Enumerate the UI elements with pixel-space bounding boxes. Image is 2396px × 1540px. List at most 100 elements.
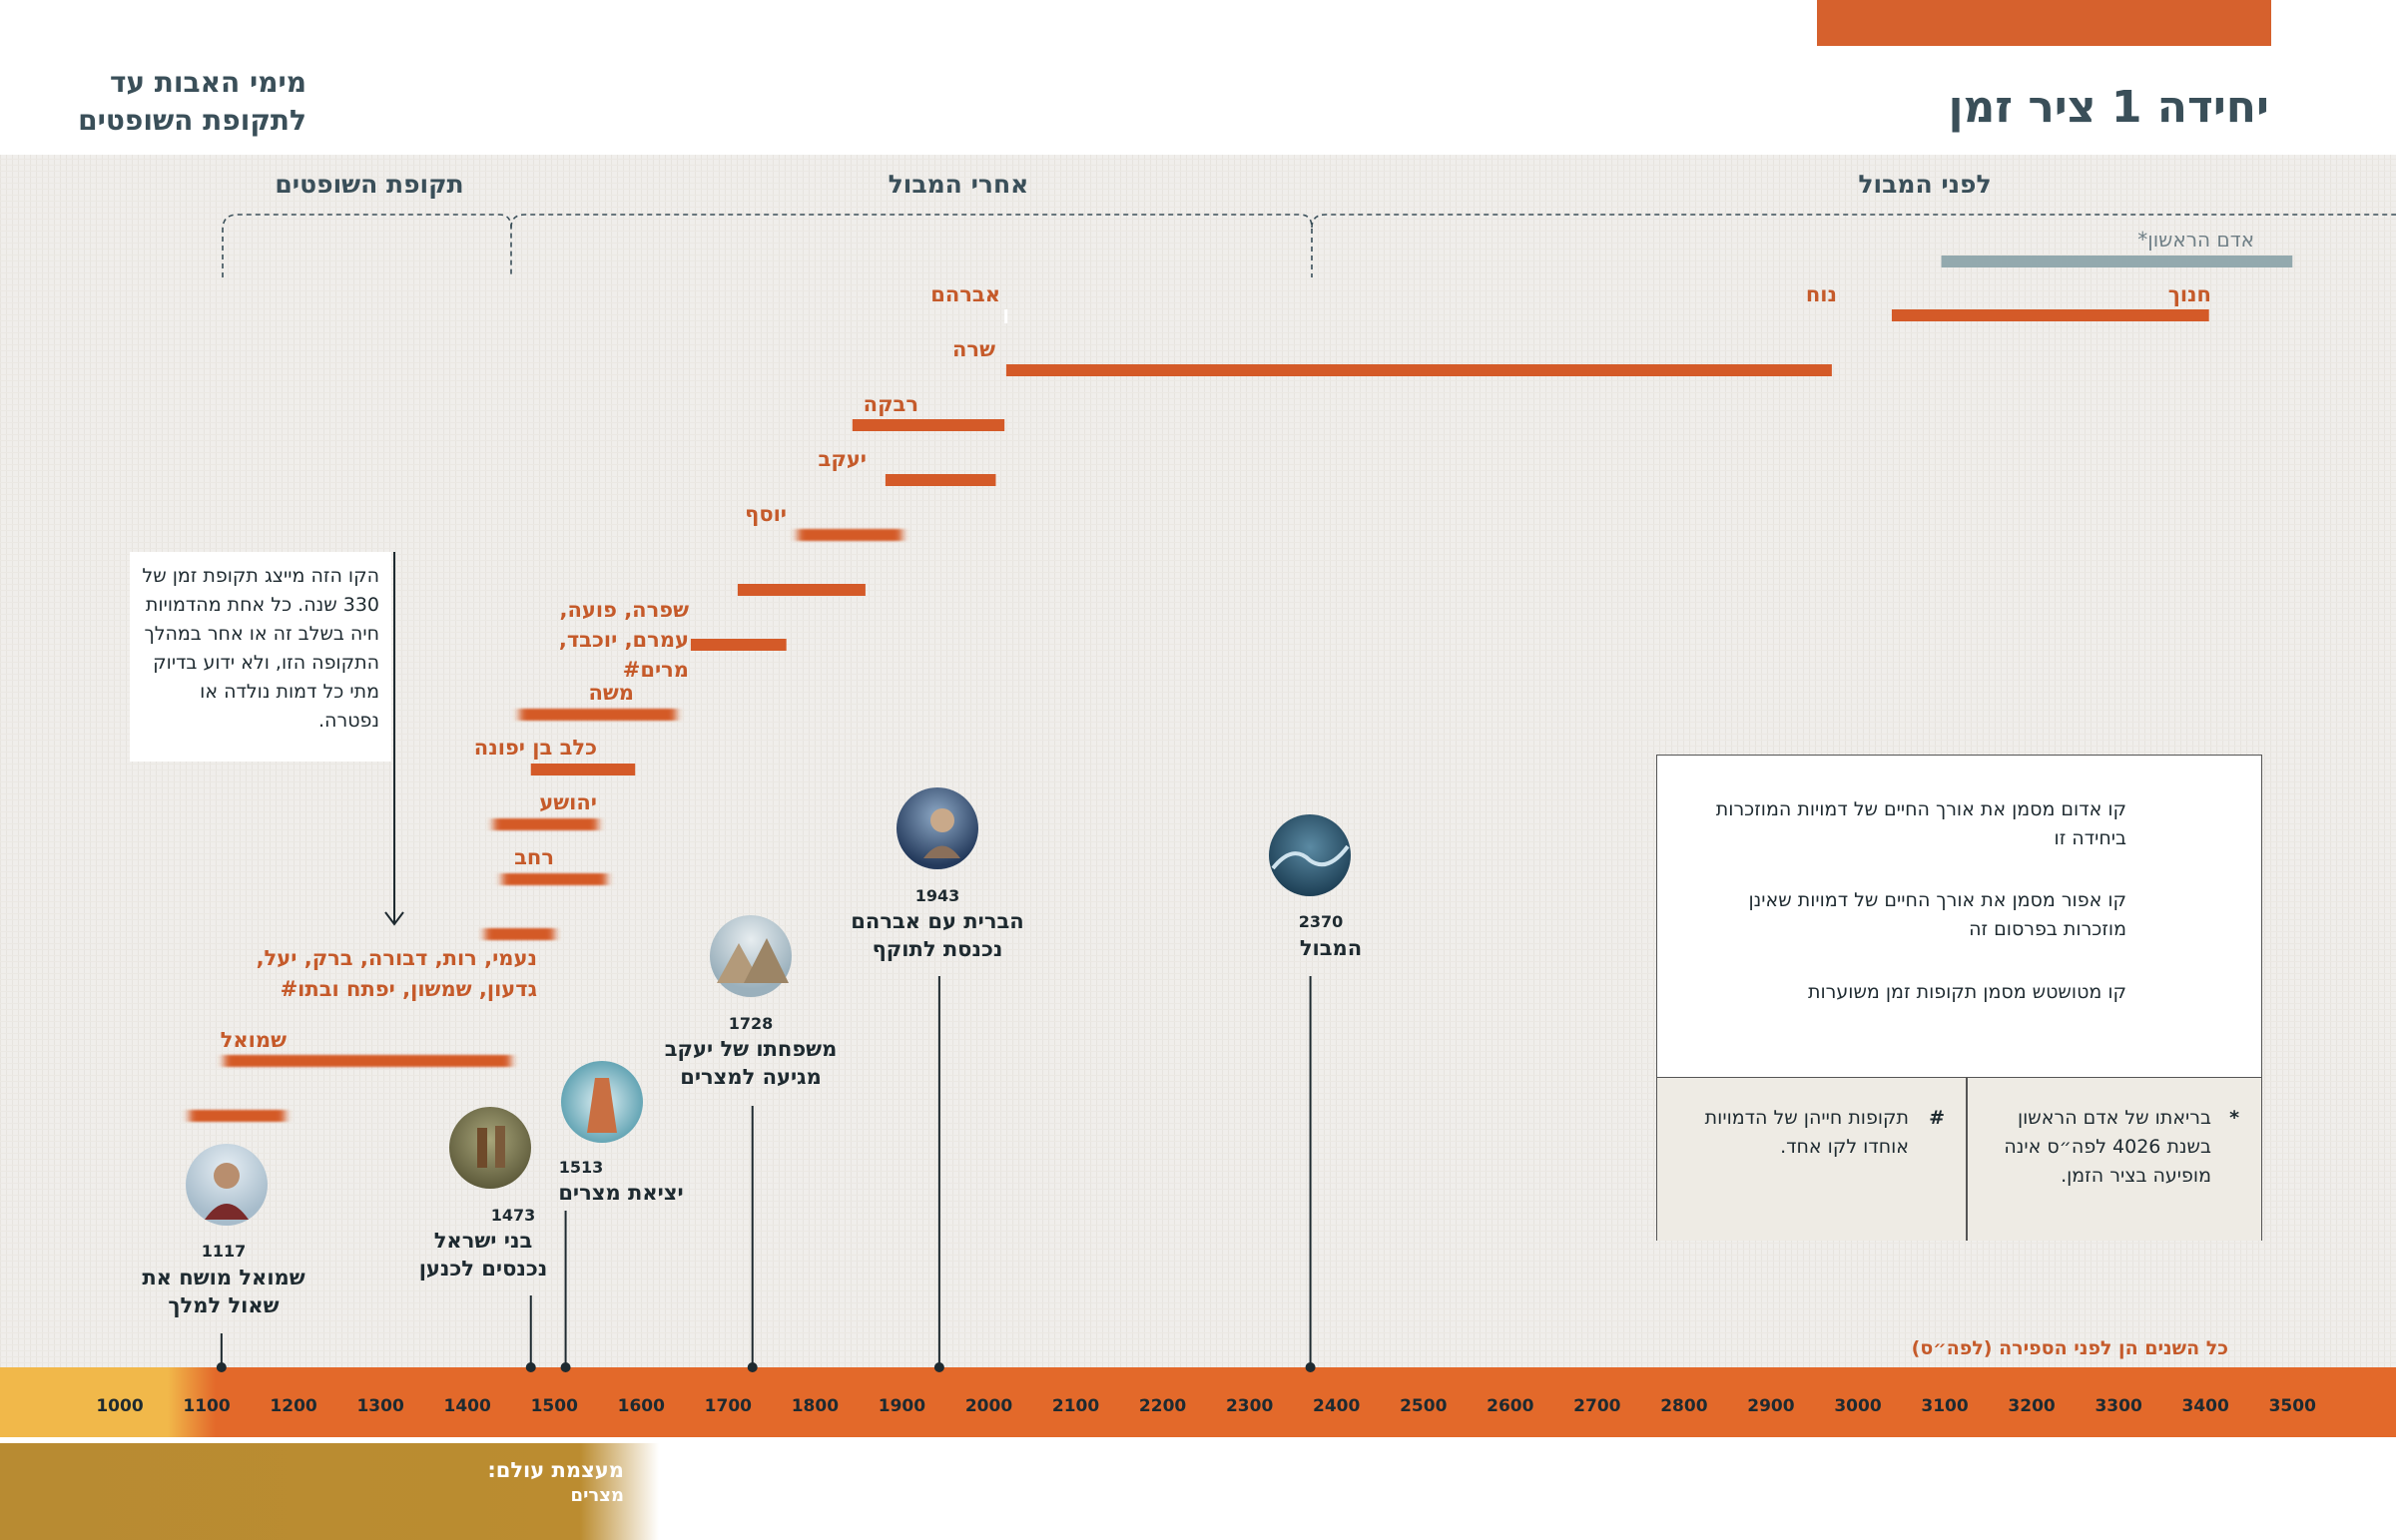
event-photos: [186, 787, 1351, 1226]
lifespan-bar: [690, 639, 787, 651]
era-bracket-before-flood: [1311, 214, 2396, 229]
event-label-flood: המבול: [1299, 936, 1363, 960]
era-brackets: [222, 214, 2396, 277]
person-label-enoch: חנוך: [2167, 282, 2211, 306]
legend-box: קו אדום מסמן את אורך החיים של דמויות המו…: [1656, 755, 2262, 1241]
axis-tick-label: 3000: [1834, 1396, 1882, 1416]
event-axis-dot: [747, 1362, 758, 1372]
event-year-egypt: 1728: [728, 1014, 774, 1033]
world-power-value: מצרים: [570, 1485, 624, 1506]
era-bracket-judges: [222, 214, 512, 277]
canaan-image: [449, 1107, 531, 1189]
lifespan-bar: [224, 1055, 511, 1067]
lifespan-bar: [1005, 364, 1832, 376]
legend-item-gray: קו אפור מסמן את אורך החיים של דמויות שאי…: [1748, 889, 2126, 940]
footnote-divider: [1966, 1078, 1968, 1241]
lifespan-bar: [852, 419, 1005, 431]
lifespan-bar: [885, 474, 996, 486]
era-label-before-flood: לפני המבול: [1858, 170, 1992, 199]
person-label-shiphrah-group: שפרה, פועה, עמרם, יוכבד, מרים#: [558, 598, 689, 682]
event-label-canaan: בני ישראל נכנסים לכנען: [418, 1229, 548, 1281]
legend-item-blur: קו מטושטש מסמן תקופות זמן משוערות: [1808, 981, 2126, 1003]
lifespan-bar: [530, 764, 636, 775]
person-label-adam: אדם הראשון*: [2137, 228, 2254, 252]
axis-tick-label: 2300: [1225, 1396, 1274, 1416]
person-label-joshua: יהושע: [539, 790, 597, 814]
page-subtitle: מימי האבות עד לתקופת השופטים: [78, 66, 306, 137]
red-sea-image: [561, 1061, 643, 1143]
top-accent-bar: [1817, 0, 2271, 46]
person-label-noah: נוח: [1805, 282, 1837, 306]
person-label-caleb: כלב בן יפונה: [473, 736, 597, 760]
era-label-judges: תקופת השופטים: [275, 170, 464, 199]
period-note: הקו הזה מייצג תקופת זמן של 330 שנה. כל א…: [130, 552, 391, 762]
world-power-label: מעצמת עולם:: [487, 1458, 624, 1482]
axis-tick-label: 2800: [1660, 1396, 1708, 1416]
event-label-egypt: משפחתו של יעקב מגיעה למצרים: [664, 1037, 838, 1089]
axis-tick-label: 2200: [1138, 1396, 1187, 1416]
person-label-sarah: שרה: [952, 337, 995, 361]
event-year-covenant: 1943: [914, 886, 960, 905]
footnote-star-symbol: *: [2229, 1107, 2239, 1129]
lifespan-bar: [519, 709, 677, 721]
event-year-flood: 2370: [1298, 912, 1344, 931]
egypt-image: [710, 915, 792, 997]
person-label-joseph: יוסף: [745, 502, 787, 526]
page-title: יחידה 1 ציר זמן: [1948, 82, 2269, 133]
axis-note: כל השנים הן לפני הספירה (לפה״ס): [1911, 1337, 2228, 1359]
person-label-samuel: שמואל: [220, 1028, 287, 1052]
bar-divider: [1004, 309, 1008, 323]
event-axis-dot: [1305, 1362, 1316, 1372]
world-power: מעצמת עולם: מצרים: [487, 1457, 624, 1509]
footnote-star-text: בריאתו של אדם הראשון בשנת 4026 לפה״ס אינ…: [2004, 1107, 2211, 1187]
lifespan-bars: [189, 256, 2293, 1122]
axis-tick-label: 2700: [1573, 1396, 1621, 1416]
legend-footnotes: * בריאתו של אדם הראשון בשנת 4026 לפה״ס א…: [1657, 1077, 2261, 1241]
event-year-samuel: 1117: [201, 1242, 247, 1261]
axis-tick-label: 2900: [1747, 1396, 1795, 1416]
footnote-hash: # תקופות חייהן של הדמויות אוחדו לקו אחד.: [1657, 1078, 1967, 1241]
lifespan-bar: [502, 873, 607, 885]
event-axis-dot: [216, 1362, 227, 1372]
flood-image: [1269, 814, 1351, 896]
axis-tick-label: 1500: [530, 1396, 578, 1416]
lifespan-bar: [797, 529, 902, 541]
lifespan-bar: [189, 1110, 286, 1122]
person-label-moses: משה: [588, 681, 634, 705]
axis-tick-label: 1900: [878, 1396, 926, 1416]
axis-band: [0, 1367, 2396, 1437]
era-bracket-after-flood: [510, 214, 1313, 277]
axis-tick-label: 2100: [1051, 1396, 1100, 1416]
person-label-jacob: יעקב: [818, 447, 867, 471]
axis-tick-label: 2500: [1400, 1396, 1448, 1416]
lifespan-bar: [493, 818, 598, 830]
axis-tick-label: 1700: [704, 1396, 753, 1416]
event-axis-dot: [525, 1362, 536, 1372]
event-year-canaan: 1473: [490, 1206, 536, 1225]
footnote-star: * בריאתו של אדם הראשון בשנת 4026 לפה״ס א…: [1966, 1078, 2261, 1241]
footnote-hash-text: תקופות חייהן של הדמויות אוחדו לקו אחד.: [1704, 1107, 1909, 1158]
axis-tick-label: 1100: [183, 1396, 231, 1416]
samuel-image: [186, 1144, 268, 1226]
axis-tick-label: 1800: [791, 1396, 840, 1416]
lifespan-bar: [484, 928, 555, 940]
axis-tick-label: 3100: [1921, 1396, 1969, 1416]
person-label-abraham: אברהם: [930, 282, 1000, 306]
axis-tick-label: 2000: [964, 1396, 1013, 1416]
axis-tick-label: 1400: [443, 1396, 491, 1416]
axis-event-dots: [216, 1362, 1316, 1372]
axis-tick-label: 1000: [96, 1396, 144, 1416]
event-label-exodus: יציאת מצרים: [558, 1181, 684, 1205]
axis-tick-label: 3400: [2181, 1396, 2229, 1416]
lifespan-bar: [1891, 309, 2209, 321]
note-arrow-head: [384, 911, 404, 926]
lifespan-bar: [737, 584, 866, 596]
person-label-rebekah: רבקה: [863, 392, 918, 416]
person-label-judges-group: נעמי, רות, דבורה, ברק, יעל, גדעון, שמשון…: [256, 946, 537, 1001]
axis-tick-label: 1200: [270, 1396, 317, 1416]
person-label-rahab: רחב: [514, 845, 554, 869]
event-axis-dot: [933, 1362, 944, 1372]
axis-tick-label: 3500: [2268, 1396, 2316, 1416]
footnote-hash-symbol: #: [1929, 1107, 1945, 1129]
event-axis-dot: [560, 1362, 571, 1372]
